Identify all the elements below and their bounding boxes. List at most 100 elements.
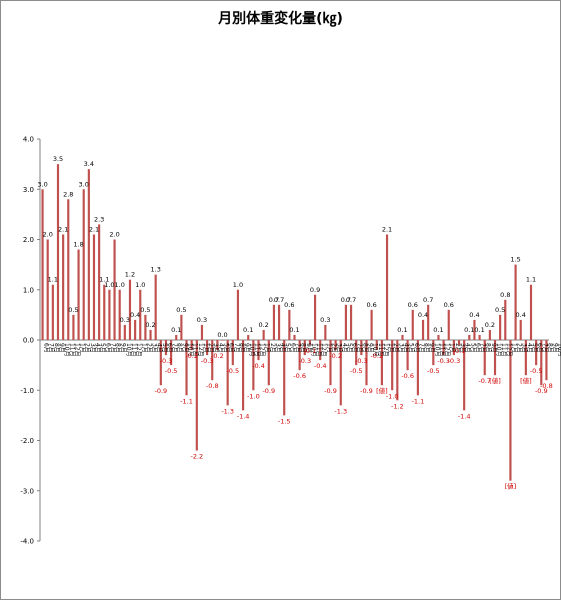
x-tick-label: 5月 bbox=[284, 343, 291, 353]
bar bbox=[272, 304, 276, 340]
x-tick-label: 7月 bbox=[233, 343, 240, 353]
x-tick-label: 5月 bbox=[346, 343, 353, 353]
x-tick-label: 1月 bbox=[140, 343, 147, 353]
x-tick-label: 6月 bbox=[104, 343, 111, 353]
x-tick-label: 7月 bbox=[418, 343, 425, 353]
bar bbox=[211, 340, 214, 381]
x-tick-label: 2月 bbox=[207, 343, 214, 353]
bar bbox=[504, 299, 507, 340]
data-label: 0.1 bbox=[464, 326, 474, 334]
data-label: 0.7 bbox=[274, 296, 284, 304]
bar bbox=[509, 340, 512, 481]
x-tick-label: 1月 bbox=[264, 343, 271, 353]
data-label: 3.4 bbox=[84, 160, 94, 168]
bar bbox=[380, 340, 383, 386]
bar bbox=[216, 340, 219, 351]
x-tick-label: 2月 bbox=[454, 343, 461, 353]
bar bbox=[98, 224, 101, 340]
y-tick-label: -1.0 bbox=[20, 387, 34, 395]
bar bbox=[529, 284, 533, 340]
data-label: -0.5 bbox=[226, 367, 239, 375]
x-tick-label: 6月 bbox=[536, 343, 543, 353]
x-tick-label: 9月 bbox=[243, 343, 250, 353]
bar bbox=[416, 340, 419, 396]
bar bbox=[488, 329, 491, 340]
bar bbox=[103, 284, 106, 340]
data-label: 3.5 bbox=[53, 155, 63, 163]
x-tick-label: 8月 bbox=[176, 343, 183, 353]
bar bbox=[262, 329, 265, 340]
data-label: -0.5 bbox=[427, 367, 440, 375]
bar bbox=[118, 289, 121, 340]
data-label: 0.6 bbox=[366, 301, 376, 309]
data-label: -1.3 bbox=[334, 407, 347, 415]
x-tick-label: 5月 bbox=[531, 343, 538, 353]
data-label: -0.9 bbox=[360, 387, 373, 395]
x-tick-label: 6月 bbox=[228, 343, 235, 353]
x-tick-label: 4月 bbox=[94, 343, 101, 353]
bar bbox=[195, 340, 198, 451]
bar bbox=[221, 340, 224, 341]
bar bbox=[180, 314, 183, 340]
x-tick-label: 1月 bbox=[202, 343, 209, 353]
bar bbox=[113, 239, 116, 340]
x-tick-label: 12月 bbox=[73, 343, 80, 357]
bar bbox=[540, 340, 543, 386]
x-tick-label: 2月 bbox=[392, 343, 399, 353]
bar bbox=[247, 334, 250, 340]
bar bbox=[267, 340, 270, 386]
x-tick-label: 7月 bbox=[480, 343, 487, 353]
bar bbox=[298, 340, 301, 371]
x-tick-label: 11月 bbox=[253, 343, 260, 357]
x-tick-label: 8月 bbox=[238, 343, 245, 353]
bar bbox=[108, 289, 111, 340]
data-label: [値] bbox=[520, 376, 532, 385]
data-label: -0.9 bbox=[154, 387, 167, 395]
bar bbox=[303, 340, 306, 356]
x-tick-label: 12月 bbox=[320, 343, 327, 357]
x-tick-label: 10月 bbox=[557, 343, 561, 357]
x-tick-label: 12月 bbox=[259, 343, 266, 357]
data-label: 0.6 bbox=[444, 301, 454, 309]
bar bbox=[293, 334, 296, 340]
data-label: -1.4 bbox=[458, 412, 471, 420]
bar bbox=[67, 199, 70, 340]
data-label: 2.1 bbox=[89, 225, 99, 233]
bar bbox=[499, 314, 502, 340]
x-tick-label: 3月 bbox=[336, 343, 343, 353]
bar bbox=[139, 289, 142, 340]
data-label: -0.5 bbox=[350, 367, 363, 375]
x-tick-label: 9月 bbox=[120, 343, 127, 353]
bar bbox=[427, 304, 430, 340]
data-label: -0.3 bbox=[298, 357, 311, 365]
x-tick-label: 10月 bbox=[495, 343, 502, 357]
x-tick-label: 1月 bbox=[510, 343, 517, 353]
bar bbox=[77, 249, 80, 340]
data-label: 0.4 bbox=[516, 311, 526, 319]
x-tick-label: 4月 bbox=[526, 343, 533, 353]
data-label: -0.2 bbox=[370, 352, 383, 360]
y-tick-label: 3.0 bbox=[23, 186, 34, 194]
data-label: 0.5 bbox=[68, 306, 78, 314]
data-label: -0.2 bbox=[211, 352, 224, 360]
bar bbox=[231, 340, 234, 366]
bar bbox=[457, 340, 461, 346]
data-label: 1.0 bbox=[115, 281, 125, 289]
data-label: -0.7 bbox=[478, 377, 491, 385]
data-label: -1.0 bbox=[386, 392, 399, 400]
y-tick-label: 0.0 bbox=[23, 337, 34, 345]
x-tick-label: 9月 bbox=[366, 343, 373, 353]
bar bbox=[319, 340, 322, 361]
data-label: 0.5 bbox=[495, 306, 505, 314]
x-tick-label: 5月 bbox=[223, 343, 230, 353]
x-tick-label: 10月 bbox=[63, 343, 70, 357]
data-label: -0.9 bbox=[535, 387, 548, 395]
bar bbox=[375, 340, 378, 351]
x-tick-label: 5月 bbox=[161, 343, 168, 353]
x-tick-label: 8月 bbox=[300, 343, 307, 353]
x-tick-label: 7月 bbox=[356, 343, 363, 353]
data-label: 1.0 bbox=[233, 281, 243, 289]
data-label: -0.5 bbox=[165, 367, 178, 375]
x-tick-label: 8月 bbox=[115, 343, 122, 353]
bar bbox=[92, 234, 96, 340]
